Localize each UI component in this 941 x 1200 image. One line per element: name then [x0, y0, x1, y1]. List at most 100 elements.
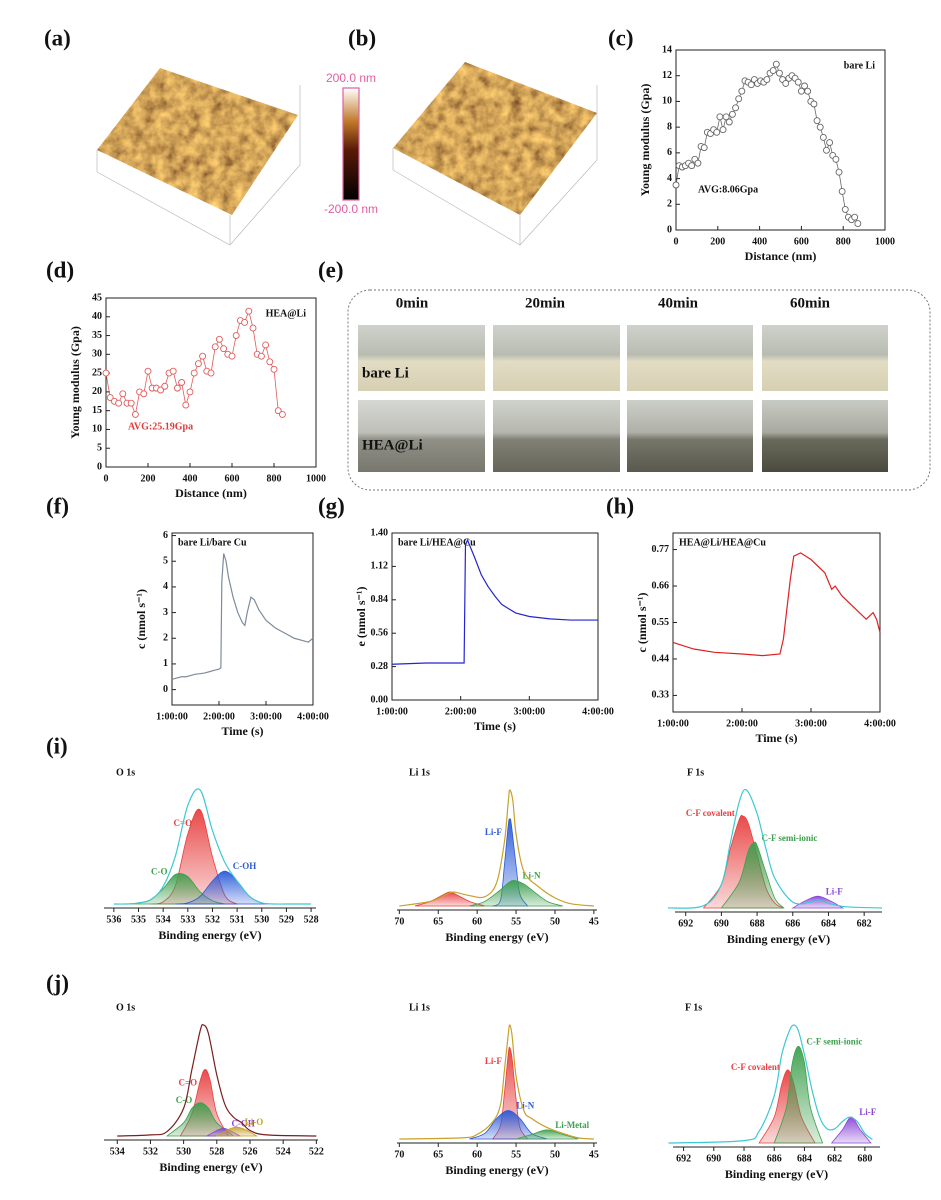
data-point [716, 113, 724, 121]
x-tick-label: 522 [309, 1146, 324, 1157]
data-point [694, 159, 702, 167]
data-point [794, 78, 802, 86]
y-axis-label: c (nmol s⁻¹) [635, 593, 649, 653]
panel-label: (f) [46, 493, 69, 518]
x-tick-label: 682 [827, 1153, 842, 1164]
y-tick-label: 0 [163, 684, 168, 695]
data-point [241, 318, 249, 326]
panel-label: (d) [46, 257, 74, 282]
peak-label: Li-N [523, 871, 542, 881]
x-tick-label: 4:00:00 [582, 706, 614, 717]
x-tick-label: 530 [176, 1146, 191, 1157]
chart-title: Li 1s [409, 767, 430, 778]
data-point [823, 146, 830, 154]
x-tick-label: 200 [141, 473, 156, 484]
x-axis-label: Binding energy (eV) [445, 1163, 548, 1177]
y-tick-label: 40 [92, 311, 102, 322]
x-tick-label: 3:00:00 [250, 711, 282, 722]
y-tick-label: 6 [667, 147, 672, 158]
panel-label: (c) [608, 25, 634, 50]
color-bar-min: -200.0 nm [324, 202, 378, 216]
x-tick-label: 400 [752, 236, 767, 247]
envelope [113, 788, 312, 905]
peak-label: Li-O [245, 1117, 264, 1127]
photo-frame [347, 289, 931, 491]
y-tick-label: 1 [163, 658, 168, 669]
data-point [835, 168, 843, 176]
plot-frame [171, 532, 314, 706]
x-tick-label: 534 [110, 1146, 125, 1157]
data-point [178, 379, 186, 386]
data-point [722, 113, 730, 121]
y-tick-label: 0.77 [652, 544, 670, 555]
y-axis-label: c (nmol s⁻¹) [134, 589, 148, 649]
panel-label: (a) [44, 25, 71, 50]
chart-title: O 1s [116, 767, 135, 778]
data-point [672, 181, 680, 189]
data-point [140, 390, 148, 398]
x-tick-label: 690 [706, 1153, 721, 1164]
avg-annotation: AVG:25.19Gpa [128, 421, 193, 432]
data-point [810, 100, 818, 108]
plot-frame [105, 297, 317, 468]
x-axis-label: Distance (nm) [745, 249, 817, 263]
data-point [228, 352, 236, 360]
x-tick-label: 600 [794, 236, 809, 247]
x-tick-label: 690 [714, 918, 729, 929]
x-tick-label: 4:00:00 [297, 711, 329, 722]
peak-label: Li-F [485, 827, 503, 837]
peak-label: C-F covalent [686, 808, 735, 818]
x-axis-label: Binding energy (eV) [725, 1167, 828, 1181]
panel-label: (b) [348, 25, 376, 50]
x-tick-label: 680 [857, 1153, 872, 1164]
x-tick-label: 50 [550, 1149, 560, 1160]
x-tick-label: 2:00:00 [445, 706, 477, 717]
annotation: bare Li/HEA@Cu [398, 537, 476, 548]
peak-label: Li-F [859, 1107, 877, 1117]
x-tick-label: 70 [394, 1149, 404, 1160]
peak-label: C=O [179, 1077, 198, 1087]
x-tick-label: 684 [821, 918, 836, 929]
y-tick-label: 5 [163, 556, 168, 567]
x-tick-label: 50 [550, 916, 560, 927]
photo [627, 325, 753, 391]
data-point [826, 139, 834, 147]
data-point [719, 126, 727, 134]
x-tick-label: 70 [394, 916, 404, 927]
chart-title: Li 1s [409, 1002, 430, 1013]
data-point [215, 335, 223, 343]
plot-frame [672, 532, 881, 713]
x-tick-label: 600 [225, 473, 240, 484]
y-tick-label: 0 [97, 461, 102, 472]
peak-area [830, 1116, 872, 1144]
peak-label: Li-N [516, 1101, 535, 1111]
peak-label: C-F covalent [731, 1062, 780, 1072]
y-tick-label: 0.28 [371, 661, 389, 672]
x-tick-label: 529 [279, 914, 294, 925]
afm-image [392, 85, 598, 246]
y-tick-label: 15 [92, 405, 102, 416]
panel-label: (i) [46, 733, 68, 758]
chart-title: O 1s [116, 1002, 135, 1013]
y-tick-label: 2 [163, 633, 168, 644]
x-tick-label: 60 [472, 1149, 482, 1160]
x-tick-label: 532 [143, 1146, 158, 1157]
time-label: 20min [525, 295, 566, 311]
y-tick-label: 0.33 [652, 690, 670, 701]
data-point [245, 307, 253, 315]
data-point [725, 118, 733, 126]
data-point [851, 213, 859, 221]
row-label: bare Li [362, 365, 409, 381]
afm-surface [97, 68, 298, 215]
data-point [249, 324, 257, 332]
y-tick-label: 45 [92, 292, 102, 303]
y-tick-label: 30 [92, 349, 102, 360]
peak-area [720, 841, 785, 909]
data-line [672, 552, 881, 657]
data-point [131, 410, 139, 418]
x-tick-label: 692 [678, 918, 693, 929]
y-tick-label: 4 [163, 581, 168, 592]
envelope [399, 789, 594, 907]
y-tick-label: 8 [667, 121, 672, 132]
